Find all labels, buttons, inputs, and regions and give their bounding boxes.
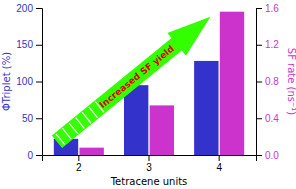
tick-mark [219,155,220,161]
tick-label: 4 [216,162,222,173]
tick-label: 100 [16,76,33,87]
y-axis-title: ΦTriplet (%) [1,52,12,111]
y2-axis-title: SF rate (ns⁻¹) [286,48,296,116]
tick: 100 [16,76,42,87]
tick: 0.4 [256,113,279,124]
axis-line [43,156,257,162]
tick: 3 [146,155,152,173]
tick: 150 [16,39,42,50]
tick-mark [256,8,262,9]
tick: 2 [76,155,82,173]
tick: 0 [27,150,42,161]
x-axis: 2 3 4 [43,155,257,173]
plot: 2 3 4 0 50 100 150 200 0.0 0.4 0.8 1.2 1.6 Tetracene … [1,3,296,187]
arrow-shape [48,5,220,153]
tick-label: 200 [16,3,33,14]
bar [220,12,244,155]
tick-mark [256,118,262,119]
bar [79,148,103,155]
x-axis-title: Tetracene units [110,176,188,187]
arrow-stripe [69,123,78,134]
tick-label: 0.0 [265,150,279,161]
tick-label: 0.4 [265,113,279,124]
tick: 4 [216,155,222,173]
arrow-stripe [76,118,85,129]
annotation: Increased SF yield [98,44,177,111]
bar [194,61,218,155]
tick-mark [256,45,262,46]
arrow-stripe [63,128,72,139]
tick-mark [36,82,42,83]
bar [124,85,148,155]
tick-mark [36,155,42,156]
axis-line [36,9,43,156]
tick: 200 [16,3,42,14]
arrow-stripe [56,134,65,145]
arrow-stripe [82,112,91,123]
tick-label: 3 [146,162,152,173]
tick-mark [36,45,42,46]
tick-mark [36,118,42,119]
tick-label: 2 [76,162,82,173]
tick-label: 0.8 [265,76,279,87]
tick-label: 1.6 [265,3,279,14]
tick-mark [36,8,42,9]
y-axis: 0 50 100 150 200 [16,3,42,161]
tick-label: 50 [22,113,34,124]
axis-line [257,9,263,156]
tick: 1.6 [256,3,279,14]
tick-mark [256,155,262,156]
arrow-stripe [89,107,98,118]
bars [54,12,244,155]
tick-label: 1.2 [265,39,279,50]
tick: 1.2 [256,39,279,50]
tick-mark [256,82,262,83]
tick-mark [78,155,79,161]
tick-label: 0 [27,150,33,161]
y2-axis: 0.0 0.4 0.8 1.2 1.6 [256,3,279,161]
annotation-arrow: Increased SF yield [48,5,220,153]
bar [150,105,174,155]
chart: 2 3 4 0 50 100 150 200 0.0 0.4 0.8 1.2 1.6 Tetracene … [0,0,296,189]
tick: 0.8 [256,76,279,87]
tick: 0.0 [256,150,279,161]
tick-label: 150 [16,39,33,50]
tick: 50 [22,113,42,124]
tick-mark [149,155,150,161]
